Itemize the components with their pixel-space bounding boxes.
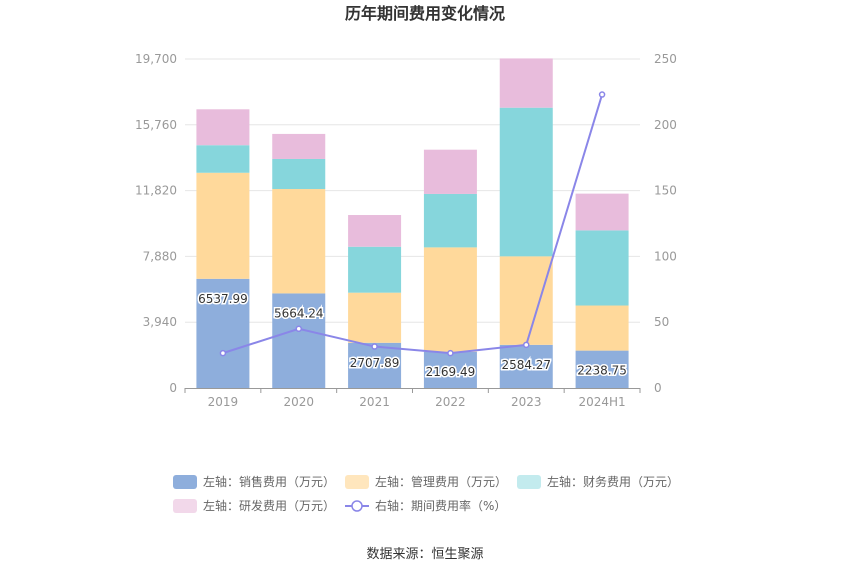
bar-segment-2 <box>272 189 326 294</box>
x-axis-tick-label: 2020 <box>283 395 314 409</box>
bar-segment-1 <box>423 351 477 388</box>
bar-segment-2 <box>196 172 250 279</box>
axes: 0 3,940 7,880 11,820 15,760 19,700 0 50 100 150 20… <box>135 52 677 409</box>
x-axis-tick-label: 2021 <box>359 395 390 409</box>
bar-segment-1 <box>272 293 326 388</box>
x-axis-tick-label: 2023 <box>511 395 542 409</box>
bar-segment-2 <box>575 305 629 351</box>
rate-point <box>295 325 302 333</box>
bar-data-label: 2584.27 <box>501 358 551 372</box>
bar-segment-2 <box>348 292 402 343</box>
legend-label: 左轴：销售费用（万元） <box>203 474 335 489</box>
bar-segment-3 <box>423 193 477 248</box>
rate-point <box>523 341 530 349</box>
bar-segment-1 <box>575 350 629 388</box>
bar-segment-3 <box>196 145 250 173</box>
legend-label: 左轴：管理费用（万元） <box>375 474 507 489</box>
bar-segment-4 <box>348 215 402 247</box>
legend-line-marker <box>351 500 363 512</box>
bar-segment-4 <box>499 58 553 108</box>
data-labels: 6537.99 5664.24 2707.89 2169.49 2584.27 2238.… <box>197 290 629 380</box>
rate-point <box>219 349 227 357</box>
bar-data-label: 5664.24 <box>274 306 324 320</box>
bar-segment-2 <box>423 247 477 352</box>
legend-swatch <box>345 475 369 489</box>
bar-segment-2 <box>499 256 553 345</box>
left-axis-tick-label: 3,940 <box>143 315 177 329</box>
bar-segment-4 <box>272 133 326 159</box>
chart-title: 历年期间费用变化情况 <box>345 4 505 23</box>
left-axis-tick-label: 11,820 <box>135 184 177 198</box>
legend-swatch <box>173 475 197 489</box>
bar-data-label: 2238.75 <box>577 364 627 378</box>
left-axis-tick-label: 0 <box>169 381 177 395</box>
legend-label: 左轴：研发费用（万元） <box>203 498 335 513</box>
right-axis-tick-label: 250 <box>654 52 677 66</box>
rate-point <box>447 349 454 357</box>
legend-label: 左轴：财务费用（万元） <box>547 474 679 489</box>
right-axis-tick-label: 150 <box>654 184 677 198</box>
bar-segment-3 <box>499 107 553 257</box>
bar-segment-3 <box>272 158 326 190</box>
grid-lines <box>185 58 640 323</box>
rate-point <box>598 91 606 98</box>
bar-segment-4 <box>575 193 629 231</box>
left-axis-tick-label: 15,760 <box>135 118 177 132</box>
bar-segment-3 <box>348 246 402 293</box>
bar-segment-4 <box>423 149 477 194</box>
bar-data-label: 6537.99 <box>198 292 248 306</box>
x-axis-tick-label: 2024H1 <box>578 395 625 409</box>
x-axis-tick-label: 2022 <box>435 395 466 409</box>
bars <box>196 58 629 388</box>
bar-segment-1 <box>499 344 553 388</box>
bar-segment-4 <box>196 109 250 146</box>
chart-source: 数据来源：恒生聚源 <box>366 547 483 562</box>
bar-data-label: 2169.49 <box>426 365 476 379</box>
rate-point <box>371 343 378 350</box>
right-axis-tick-label: 100 <box>654 249 677 263</box>
rate-line-path <box>222 94 604 355</box>
legend: 左轴：销售费用（万元） 左轴：管理费用（万元） 左轴：财务费用（万元） 左轴：研发费用… <box>173 474 679 513</box>
right-axis-tick-label: 0 <box>654 381 662 395</box>
rate-line <box>219 91 606 357</box>
right-axis-tick-label: 50 <box>654 315 669 329</box>
legend-swatch <box>517 475 541 489</box>
bar-segment-1 <box>348 342 402 388</box>
x-axis-tick-label: 2019 <box>208 395 239 409</box>
bar-segment-3 <box>575 230 629 306</box>
bar-segment-1 <box>196 278 250 388</box>
left-axis-tick-label: 19,700 <box>135 52 177 66</box>
legend-swatch <box>173 499 197 513</box>
legend-label: 右轴：期间费用率（%） <box>375 498 506 513</box>
left-axis-tick-label: 7,880 <box>143 249 177 263</box>
bar-data-label: 2707.89 <box>350 356 400 370</box>
right-axis-tick-label: 200 <box>654 118 677 132</box>
